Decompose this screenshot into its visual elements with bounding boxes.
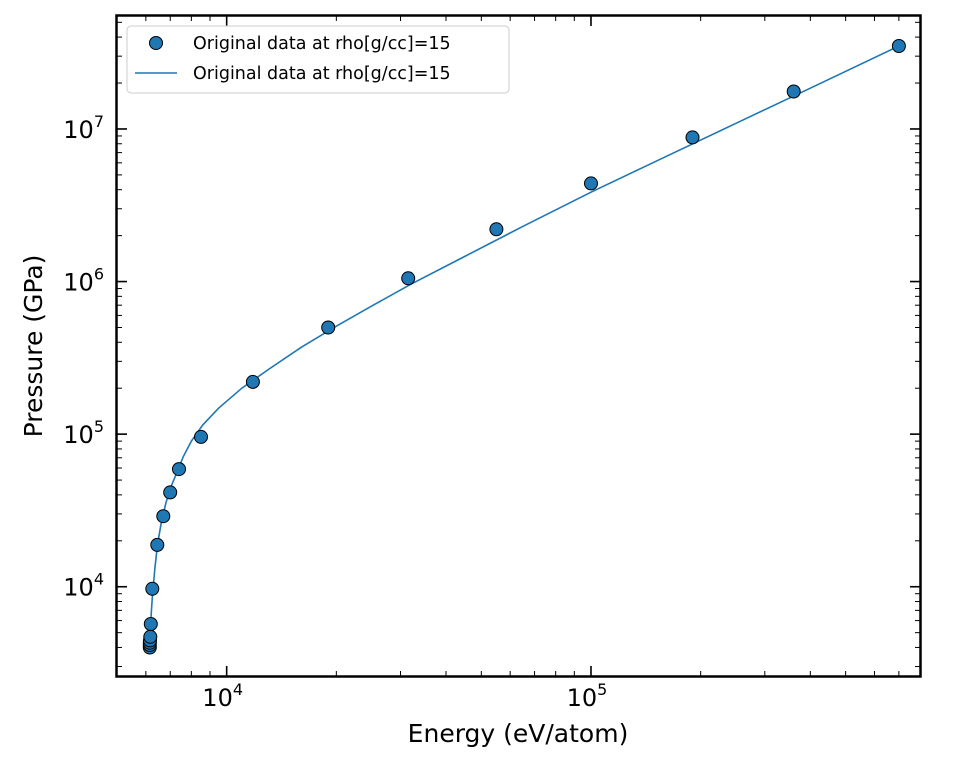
x-axis-label: Energy (eV/atom) [408,719,629,748]
x-tick-label: 105 [567,680,608,712]
series-line [149,45,900,648]
plot-frame [115,14,922,678]
data-point [321,320,336,335]
y-axis-label: Pressure (GPa) [19,255,48,438]
axis-ticks: 104 105 104 105 106 107 [63,16,921,712]
data-point [489,222,504,237]
y-tick-label: 105 [63,417,104,449]
data-point [685,130,700,145]
data-point [156,509,171,524]
data-point [172,462,186,477]
legend: Original data at rho[g/cc]=15 Original d… [126,25,510,94]
legend-box [126,25,510,94]
legend-marker [149,36,163,50]
y-tick-label: 107 [63,112,104,144]
data-point [194,429,208,444]
data-point [584,176,598,191]
legend-label-line: Original data at rho[g/cc]=15 [193,64,451,84]
legend-label-markers: Original data at rho[g/cc]=15 [193,34,451,54]
y-tick-label: 104 [63,570,104,602]
plot-data [142,39,906,655]
x-tick-label: 104 [202,680,243,712]
data-point [145,581,160,596]
data-point [150,537,165,552]
data-point [143,617,158,631]
y-tick-label: 106 [63,265,104,297]
data-point [786,84,801,99]
data-point [891,39,906,53]
data-point [245,374,260,389]
data-point [143,629,158,644]
data-point [163,485,178,500]
data-point [401,271,416,286]
